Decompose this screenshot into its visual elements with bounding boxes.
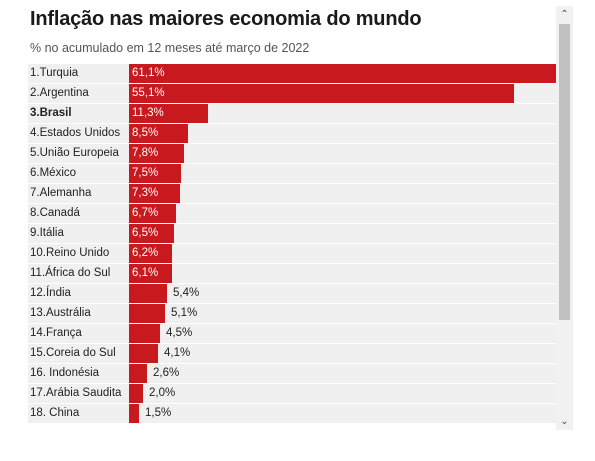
bar <box>129 344 158 363</box>
value-label: 7,3% <box>132 187 159 199</box>
chart-row: 1.Turquia 61,1% <box>28 64 556 83</box>
bar <box>129 324 160 343</box>
value-label: 1,5% <box>145 407 172 419</box>
category-label: 9.Itália <box>30 227 64 239</box>
chart-row: 5.União Europeia 7,8% <box>28 144 556 163</box>
chart-row: 3.Brasil 11,3% <box>28 104 556 123</box>
category-label: 4.Estados Unidos <box>30 127 121 139</box>
category-label: 8.Canadá <box>30 207 80 219</box>
value-label: 8,5% <box>132 127 159 139</box>
bar <box>129 124 188 143</box>
category-label: 10.Reino Unido <box>30 247 110 259</box>
value-label: 6,2% <box>132 247 159 259</box>
bar <box>129 364 147 383</box>
bar <box>129 244 172 263</box>
bar-chart[interactable]: 1.Turquia 61,1% 2.Argentina 55,1% 3.Brasil 11… <box>28 64 556 428</box>
value-label: 6,5% <box>132 227 159 239</box>
value-label: 61,1% <box>132 67 165 79</box>
category-label: 12.Índia <box>30 287 71 299</box>
bar <box>129 144 184 163</box>
chart-row: 14.França 4,5% <box>28 324 556 343</box>
category-label: 14.França <box>30 327 82 339</box>
value-label: 7,5% <box>132 167 159 179</box>
chart-row: 10.Reino Unido 6,2% <box>28 244 556 263</box>
category-label: 1.Turquia <box>30 67 79 79</box>
chart-row: 18. China 1,5% <box>28 404 556 423</box>
chart-subtitle: % no acumulado em 12 meses até março de … <box>30 41 310 55</box>
chart-row: 9.Itália 6,5% <box>28 224 556 243</box>
chart-row: 12.Índia 5,4% <box>28 284 556 303</box>
chevron-up-icon[interactable]: ⌃ <box>560 9 569 20</box>
chart-row: 8.Canadá 6,7% <box>28 204 556 223</box>
bar <box>129 304 165 323</box>
value-label: 5,4% <box>173 287 200 299</box>
chart-title: Inflação nas maiores economia do mundo <box>30 8 422 30</box>
value-label: 4,5% <box>166 327 193 339</box>
bar <box>129 64 556 83</box>
value-label: 5,1% <box>171 307 198 319</box>
category-label: 16. Indonésia <box>30 367 100 379</box>
bar <box>129 104 208 123</box>
value-label: 2,6% <box>153 367 180 379</box>
category-label: 3.Brasil <box>30 107 72 119</box>
bar <box>129 224 174 243</box>
scroll-thumb[interactable] <box>559 24 570 320</box>
chart-row: 16. Indonésia 2,6% <box>28 364 556 383</box>
bar <box>129 404 139 423</box>
value-label: 6,7% <box>132 207 159 219</box>
category-label: 13.Austrália <box>30 307 91 319</box>
bar <box>129 164 181 183</box>
bar <box>129 184 180 203</box>
category-label: 2.Argentina <box>30 87 89 99</box>
value-label: 6,1% <box>132 267 159 279</box>
bar <box>129 384 143 403</box>
category-label: 7.Alemanha <box>30 187 92 199</box>
bar <box>129 284 167 303</box>
category-label: 6.México <box>30 167 77 179</box>
chart-row: 2.Argentina 55,1% <box>28 84 556 103</box>
bar <box>129 204 176 223</box>
chart-row: 13.Austrália 5,1% <box>28 304 556 323</box>
value-label: 4,1% <box>164 347 191 359</box>
bar <box>129 264 172 283</box>
vertical-scrollbar[interactable]: ⌃ ⌄ <box>556 6 573 430</box>
chart-row: 17.Arábia Saudita 2,0% <box>28 384 556 403</box>
category-label: 18. China <box>30 407 80 419</box>
chart-row: 7.Alemanha 7,3% <box>28 184 556 203</box>
value-label: 11,3% <box>132 107 164 119</box>
value-label: 55,1% <box>132 87 165 99</box>
chart-row: 6.México 7,5% <box>28 164 556 183</box>
chevron-down-icon[interactable]: ⌄ <box>560 416 569 427</box>
chart-row: 11.África do Sul 6,1% <box>28 264 556 283</box>
category-label: 15.Coreia do Sul <box>30 347 116 359</box>
value-label: 2,0% <box>149 387 176 399</box>
chart-row: 4.Estados Unidos 8,5% <box>28 124 556 143</box>
category-label: 17.Arábia Saudita <box>30 387 122 399</box>
value-label: 7,8% <box>132 147 159 159</box>
chart-row: 15.Coreia do Sul 4,1% <box>28 344 556 363</box>
category-label: 11.África do Sul <box>30 267 111 279</box>
bar <box>129 84 514 103</box>
category-label: 5.União Europeia <box>30 147 119 159</box>
